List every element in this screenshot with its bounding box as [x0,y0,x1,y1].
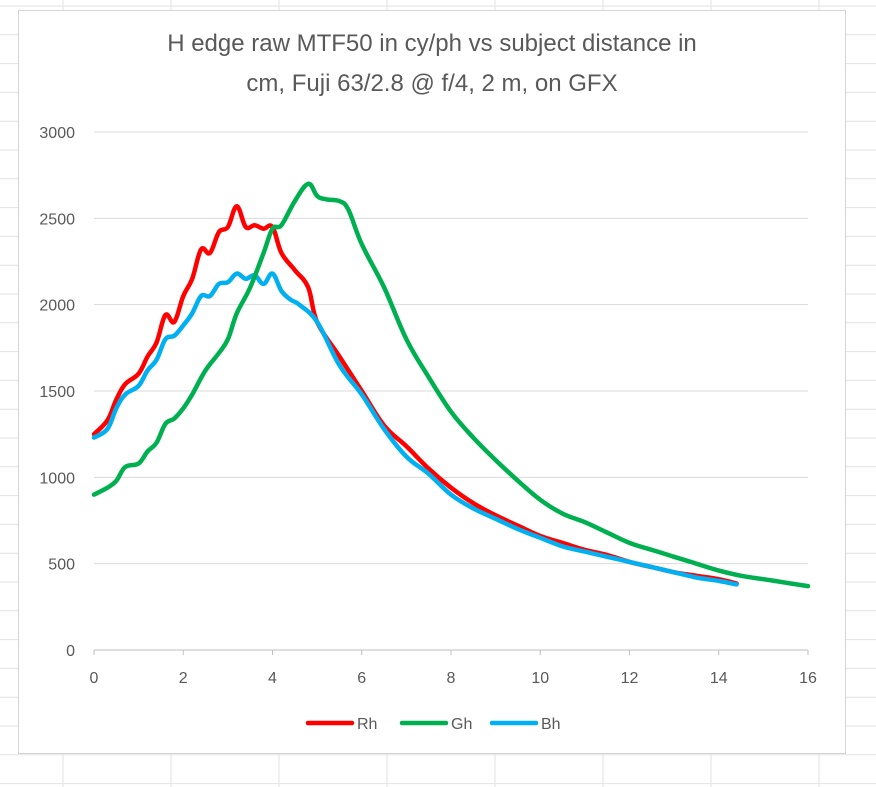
x-tick-label: 16 [799,670,817,687]
x-tick-label: 6 [357,670,366,687]
legend-label-bh: Bh [541,716,561,733]
y-tick-label: 2500 [39,211,75,228]
chart-title-line-1: H edge raw MTF50 in cy/ph vs subject dis… [167,30,697,57]
x-tick-label: 2 [179,670,188,687]
y-tick-label: 1000 [39,470,75,487]
x-tick-label: 8 [447,670,456,687]
x-tick-label: 14 [710,670,728,687]
chart-title-line-2: cm, Fuji 63/2.8 @ f/4, 2 m, on GFX [246,70,618,97]
y-tick-label: 0 [66,643,75,660]
y-tick-label: 3000 [39,125,75,142]
y-tick-label: 2000 [39,298,75,315]
x-tick-label: 12 [621,670,639,687]
series-line-bh[interactable] [91,271,739,587]
y-tick-label: 500 [48,557,75,574]
x-tick-label: 4 [268,670,277,687]
y-tick-label: 1500 [39,384,75,401]
x-tick-label: 10 [531,670,549,687]
x-tick-label: 0 [90,670,99,687]
legend-label-gh: Gh [451,716,472,733]
series-line-gh[interactable] [91,181,811,589]
legend-label-rh: Rh [357,716,377,733]
